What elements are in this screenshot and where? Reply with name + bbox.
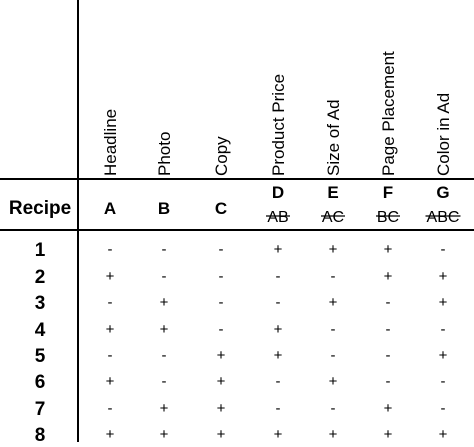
factor-letter-g: G: [436, 183, 449, 202]
level-cell: -: [331, 321, 336, 338]
level-cell: -: [219, 294, 224, 311]
factor-name-5: Page Placement: [379, 51, 398, 176]
factor-letter-e: E: [327, 183, 338, 202]
level-cell: -: [331, 268, 336, 285]
factor-name-4: Size of Ad: [324, 99, 343, 176]
level-cell: -: [331, 400, 336, 417]
table-row: 4 + + - + - - -: [35, 320, 446, 341]
level-cell: -: [441, 321, 446, 338]
recipe-number: 5: [35, 346, 46, 367]
level-cell: +: [160, 426, 169, 442]
level-cell: +: [384, 426, 393, 442]
factor-interaction-d: AB: [267, 209, 288, 226]
factor-letter-b: B: [158, 199, 170, 218]
factor-interaction-f: BC: [377, 209, 399, 226]
table-row: 7 - + + - - + -: [35, 399, 446, 420]
level-cell: +: [217, 400, 226, 417]
factor-name-6: Color in Ad: [434, 93, 453, 176]
factor-interaction-e: AC: [322, 209, 344, 226]
level-cell: +: [274, 426, 283, 442]
table-row: 8 + + + + + + +: [35, 425, 448, 446]
level-cell: -: [219, 268, 224, 285]
table-row: 1 - - - + + + -: [35, 240, 446, 261]
factor-interaction-g: ABC: [427, 209, 460, 226]
level-cell: -: [276, 400, 281, 417]
level-cell: +: [160, 294, 169, 311]
level-cell: -: [108, 400, 113, 417]
level-cell: -: [386, 321, 391, 338]
level-cell: -: [162, 268, 167, 285]
level-cell: +: [439, 426, 448, 442]
table-row: 3 - + - - + - +: [35, 293, 448, 314]
factor-name-2: Copy: [212, 136, 231, 176]
recipe-number: 7: [35, 399, 46, 420]
level-cell: +: [274, 241, 283, 258]
factor-letter-c: C: [215, 199, 227, 218]
level-cell: +: [274, 347, 283, 364]
level-cell: +: [329, 241, 338, 258]
table-row: 2 + - - - - + +: [35, 267, 448, 288]
factor-headers: Headline Photo Copy Product Price Size of Ad…: [101, 51, 453, 176]
recipe-column-label: Recipe: [9, 198, 71, 219]
level-cell: +: [384, 268, 393, 285]
level-cell: -: [219, 321, 224, 338]
level-cell: -: [276, 294, 281, 311]
level-cell: -: [276, 268, 281, 285]
level-cell: -: [441, 373, 446, 390]
level-cell: -: [331, 347, 336, 364]
level-cell: +: [106, 321, 115, 338]
level-cell: +: [439, 268, 448, 285]
level-cell: -: [276, 373, 281, 390]
level-cell: -: [108, 347, 113, 364]
level-cell: +: [329, 294, 338, 311]
recipe-number: 8: [35, 425, 46, 442]
factor-letter-d: D: [272, 183, 284, 202]
factor-name-3: Product Price: [269, 74, 288, 176]
level-cell: +: [439, 347, 448, 364]
level-cell: +: [160, 321, 169, 338]
level-cell: +: [106, 268, 115, 285]
level-cell: +: [329, 373, 338, 390]
level-cell: -: [441, 400, 446, 417]
recipe-number: 4: [35, 320, 46, 341]
table-body: 1 - - - + + + - 2 + - - - - + +3 - + - - + - +4 + + - + - - - 5 - - + + - - +…: [35, 240, 448, 446]
level-cell: -: [386, 373, 391, 390]
factor-name-0: Headline: [101, 109, 120, 176]
level-cell: +: [217, 373, 226, 390]
table-row: 6 + - + - + - -: [35, 372, 446, 393]
recipe-number: 3: [35, 293, 46, 314]
level-cell: +: [384, 400, 393, 417]
level-cell: -: [386, 294, 391, 311]
level-cell: +: [329, 426, 338, 442]
level-cell: -: [441, 241, 446, 258]
level-cell: +: [160, 400, 169, 417]
table-row: 5 - - + + - - +: [35, 346, 448, 367]
recipe-number: 1: [35, 240, 46, 261]
level-cell: -: [108, 241, 113, 258]
level-cell: +: [106, 373, 115, 390]
recipe-number: 2: [35, 267, 46, 288]
factor-name-1: Photo: [155, 132, 174, 176]
level-cell: +: [217, 347, 226, 364]
level-cell: +: [106, 426, 115, 442]
recipe-number: 6: [35, 372, 46, 393]
level-cell: +: [217, 426, 226, 442]
level-cell: +: [384, 241, 393, 258]
level-cell: -: [386, 347, 391, 364]
level-cell: -: [162, 347, 167, 364]
factor-letter-f: F: [383, 183, 393, 202]
factor-letter-a: A: [104, 199, 116, 218]
level-cell: -: [219, 241, 224, 258]
level-cell: -: [162, 373, 167, 390]
level-cell: +: [439, 294, 448, 311]
level-cell: +: [274, 321, 283, 338]
level-cell: -: [162, 241, 167, 258]
level-cell: -: [108, 294, 113, 311]
